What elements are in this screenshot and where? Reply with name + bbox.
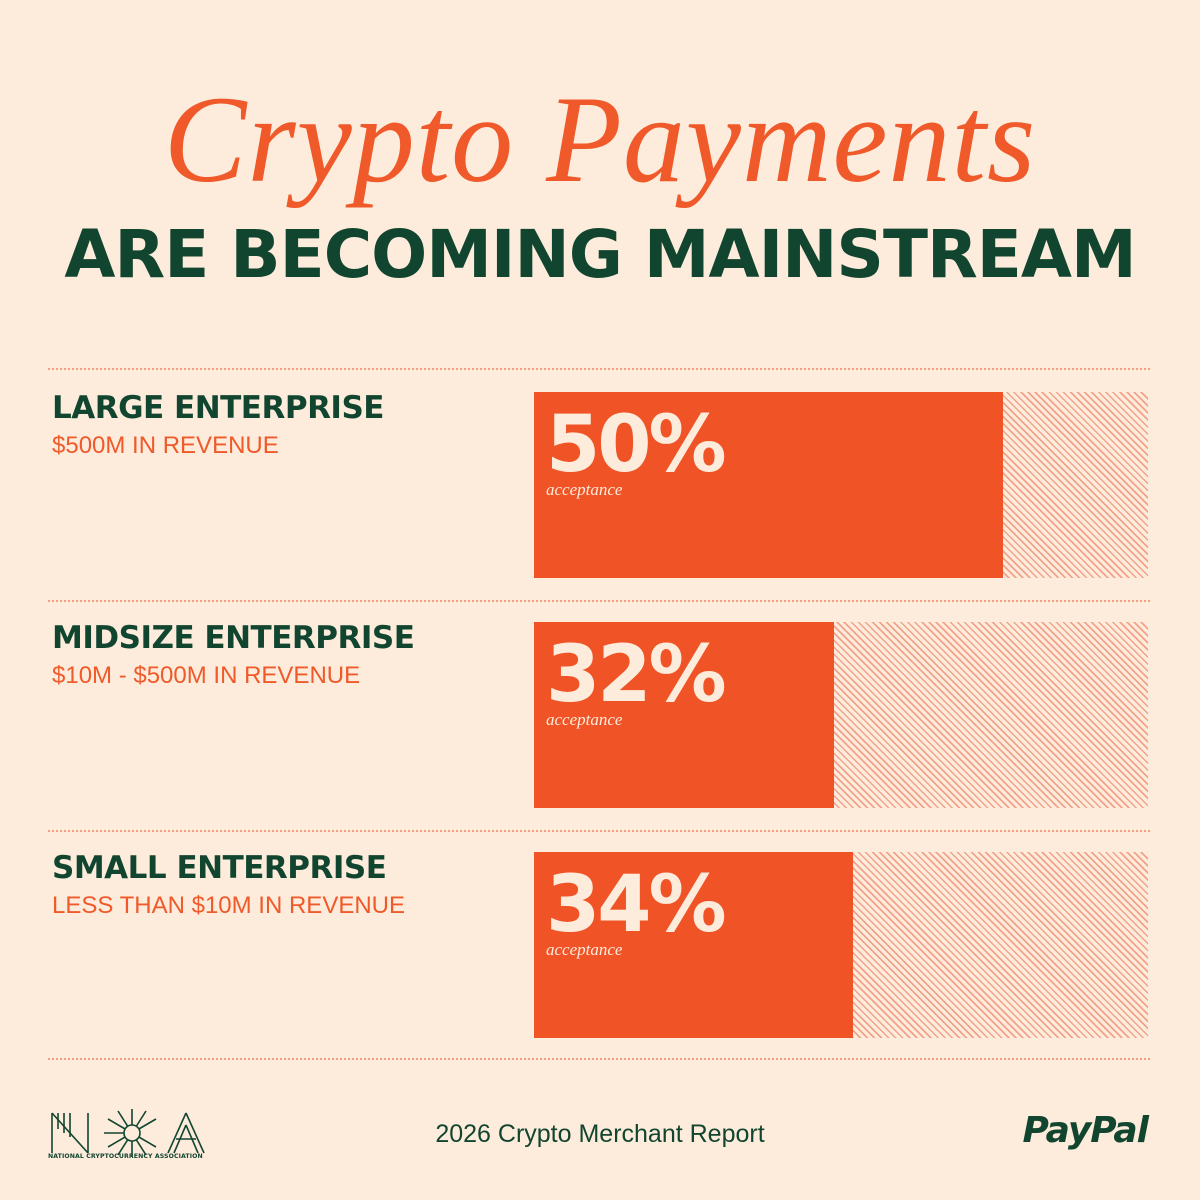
- bar-caption: acceptance: [546, 710, 623, 729]
- bar-caption: acceptance: [546, 940, 623, 959]
- row-subtitle: $10M - $500M IN REVENUE: [52, 662, 361, 689]
- divider-bottom: [48, 1058, 1150, 1060]
- bar-fill-large: [534, 392, 1004, 578]
- footer-report-title: 2026 Crypto Merchant Report: [435, 1120, 765, 1148]
- bar-fill-small: [534, 852, 854, 1038]
- row-subtitle: $500M IN REVENUE: [52, 432, 279, 459]
- paypal-logo: PayPal: [1022, 1110, 1149, 1151]
- title-block: ARE BECOMING MAINSTREAM: [64, 216, 1136, 293]
- title-script: Crypto Payments: [163, 71, 1037, 208]
- row-label-midsize: MIDSIZE ENTERPRISE $10M - $500M IN REVEN…: [52, 620, 415, 690]
- divider-top: [48, 368, 1150, 370]
- bar-value-label: 50%: [546, 400, 727, 490]
- row-subtitle: LESS THAN $10M IN REVENUE: [52, 892, 406, 919]
- divider-2: [48, 830, 1150, 832]
- row-name: LARGE ENTERPRISE: [52, 390, 384, 426]
- bar-track-small: 34% acceptance: [534, 852, 1148, 1038]
- row-label-large: LARGE ENTERPRISE $500M IN REVENUE: [52, 390, 384, 460]
- row-name: SMALL ENTERPRISE: [52, 850, 387, 886]
- bar-caption: acceptance: [546, 480, 623, 499]
- row-name: MIDSIZE ENTERPRISE: [52, 620, 415, 656]
- nca-logo-icon: [51, 1109, 205, 1157]
- nca-logo-text: NATIONAL CRYPTOCURRENCY ASSOCIATION: [48, 1153, 203, 1160]
- bar-track-large: 50% acceptance: [534, 392, 1148, 578]
- bar-track-midsize: 32% acceptance: [534, 622, 1148, 808]
- row-label-small: SMALL ENTERPRISE LESS THAN $10M IN REVEN…: [52, 850, 405, 920]
- bar-value-label: 32%: [546, 630, 727, 720]
- bar-fill-midsize: [534, 622, 835, 808]
- bar-value-label: 34%: [546, 860, 727, 950]
- divider-1: [48, 600, 1150, 602]
